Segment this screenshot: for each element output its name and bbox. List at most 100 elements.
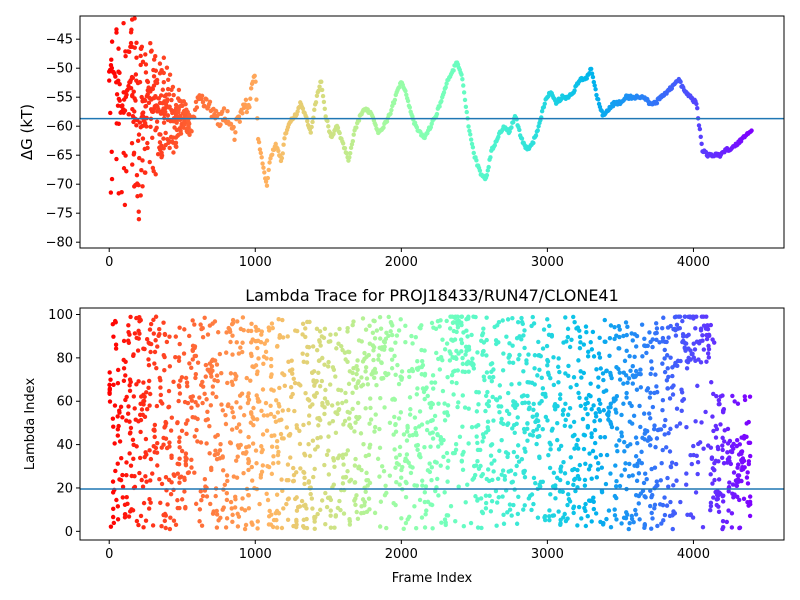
lambda-point — [496, 340, 501, 345]
lambda-point — [355, 358, 360, 363]
lambda-point — [354, 385, 359, 391]
lambda-point — [587, 451, 592, 456]
lambda-point — [340, 455, 346, 461]
lambda-point — [699, 420, 704, 425]
delta-g-point — [167, 145, 172, 151]
lambda-point — [532, 366, 537, 371]
lambda-point — [575, 523, 580, 528]
lambda-point — [208, 501, 213, 507]
lambda-point — [450, 320, 456, 325]
lambda-point — [231, 415, 237, 420]
lambda-point — [693, 358, 698, 364]
lambda-point — [720, 435, 725, 441]
lambda-point — [736, 473, 742, 478]
lambda-point — [429, 320, 435, 326]
delta-g-point — [326, 124, 331, 129]
lambda-point — [265, 463, 270, 469]
lambda-point — [469, 425, 475, 430]
lambda-point — [540, 386, 546, 391]
lambda-point — [279, 417, 284, 422]
lambda-point — [594, 367, 599, 372]
lambda-point — [340, 400, 345, 406]
lambda-point — [379, 360, 384, 366]
lambda-point — [465, 334, 470, 339]
lambda-point — [454, 329, 459, 335]
lambda-point — [555, 364, 561, 370]
lambda-point — [455, 404, 460, 410]
lambda-point — [200, 493, 206, 499]
lambda-point — [301, 359, 306, 365]
lambda-point — [404, 429, 410, 434]
lambda-point — [688, 512, 693, 518]
lambda-point — [395, 362, 400, 368]
lambda-point — [146, 378, 152, 384]
lambda-point — [630, 381, 635, 386]
lambda-point — [322, 411, 327, 417]
lambda-point — [372, 375, 377, 381]
lambda-point — [414, 392, 420, 397]
delta-g-point — [696, 123, 702, 128]
lambda-point — [379, 464, 385, 469]
lambda-point — [391, 396, 397, 402]
lambda-point — [326, 472, 332, 477]
lambda-point — [464, 328, 469, 333]
lambda-point — [591, 403, 596, 408]
lambda-point — [549, 428, 555, 433]
lambda-point — [382, 405, 387, 410]
lambda-point — [567, 344, 573, 350]
lambda-point — [114, 497, 119, 503]
lambda-point — [318, 507, 323, 513]
lambda-point — [597, 418, 603, 423]
delta-g-point — [589, 71, 595, 76]
lambda-point — [177, 391, 183, 396]
lambda-point — [298, 466, 303, 471]
lambda-point — [662, 495, 667, 500]
lambda-point — [217, 351, 223, 357]
lambda-point — [218, 441, 223, 447]
lambda-point — [500, 494, 505, 499]
delta-g-point — [120, 103, 125, 108]
delta-g-point — [462, 97, 468, 103]
lambda-point — [542, 515, 547, 520]
lambda-point — [117, 439, 123, 444]
lambda-point — [193, 375, 198, 381]
lambda-point — [280, 317, 285, 323]
lambda-point — [185, 418, 190, 423]
lambda-point — [453, 441, 459, 447]
lambda-point — [481, 326, 486, 331]
lambda-point — [576, 358, 581, 363]
lambda-point — [481, 348, 486, 354]
lambda-point — [220, 454, 225, 459]
lambda-point — [636, 501, 641, 506]
lambda-point — [519, 319, 525, 325]
lambda-y-tick-label: 100 — [48, 308, 73, 323]
lambda-point — [582, 483, 588, 488]
lambda-point — [213, 448, 218, 453]
delta-g-point — [133, 72, 139, 77]
lambda-point — [397, 482, 402, 487]
lambda-point — [118, 404, 124, 410]
lambda-point — [731, 470, 737, 475]
lambda-point — [716, 397, 722, 403]
lambda-point — [334, 346, 339, 351]
lambda-point — [329, 403, 335, 408]
lambda-point — [284, 425, 289, 430]
lambda-point — [590, 448, 596, 454]
lambda-point — [257, 501, 262, 507]
lambda-point — [377, 524, 383, 529]
lambda-point — [545, 418, 550, 423]
lambda-point — [186, 470, 192, 475]
lambda-point — [722, 439, 727, 444]
delta-g-point — [136, 132, 142, 137]
lambda-point — [112, 441, 117, 446]
lambda-point — [215, 432, 220, 438]
lambda-point — [317, 329, 323, 334]
lambda-point — [517, 352, 522, 358]
lambda-point — [242, 526, 248, 532]
delta-g-y-tick-label: −75 — [46, 207, 73, 222]
delta-g-y-tick-label: −60 — [46, 120, 73, 135]
lambda-point — [636, 458, 642, 463]
lambda-point — [625, 324, 630, 330]
lambda-point — [278, 431, 284, 437]
lambda-point — [305, 396, 311, 402]
